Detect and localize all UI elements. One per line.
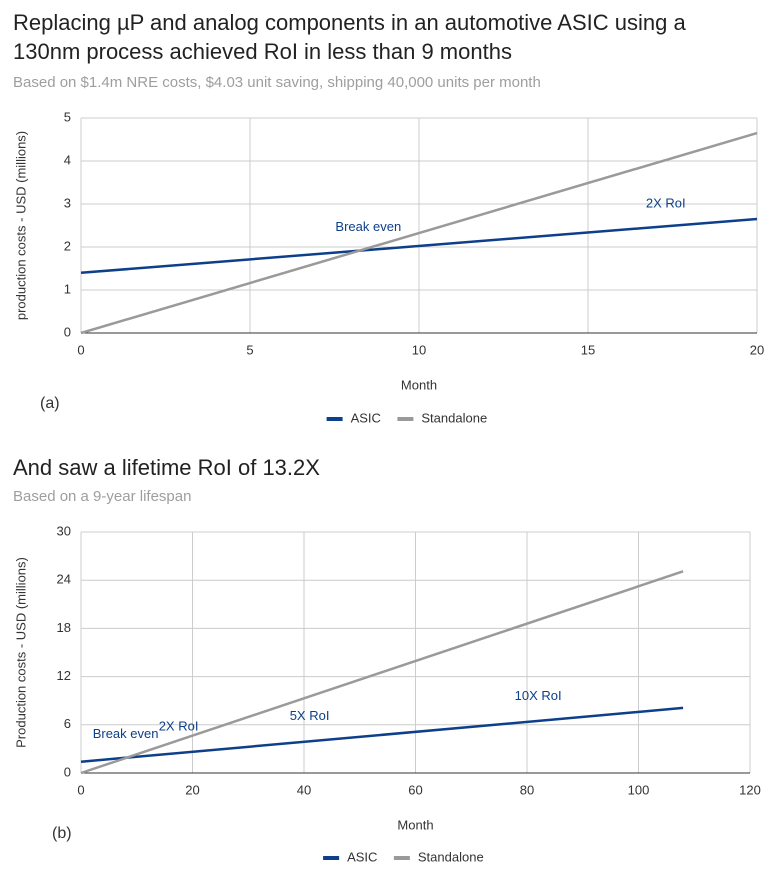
legend-label: ASIC bbox=[351, 410, 381, 425]
chart-title: Replacing µP and analog components in an… bbox=[13, 10, 686, 64]
x-tick-label: 0 bbox=[77, 342, 84, 357]
annotation: Break even bbox=[93, 726, 159, 741]
series-line bbox=[80, 706, 684, 763]
y-tick-label: 2 bbox=[64, 238, 71, 253]
y-tick-label: 6 bbox=[64, 716, 71, 731]
y-tick-label: 0 bbox=[64, 324, 71, 339]
annotation: 2X RoI bbox=[159, 719, 199, 734]
x-tick-label: 80 bbox=[520, 782, 534, 797]
x-axis-label: Month bbox=[397, 817, 433, 832]
y-tick-label: 5 bbox=[64, 109, 71, 124]
chart-subtitle: Based on a 9-year lifespan bbox=[13, 488, 192, 505]
x-tick-label: 0 bbox=[77, 782, 84, 797]
series-line bbox=[80, 570, 684, 775]
annotation: Break even bbox=[335, 219, 401, 234]
y-tick-label: 1 bbox=[64, 281, 71, 296]
y-axis-label: Production costs - USD (millions) bbox=[13, 557, 28, 748]
x-tick-label: 20 bbox=[185, 782, 199, 797]
legend-label: Standalone bbox=[421, 410, 487, 425]
y-axis-label: production costs - USD (millions) bbox=[13, 131, 28, 320]
x-tick-label: 10 bbox=[412, 342, 426, 357]
panel-label: (b) bbox=[52, 825, 72, 842]
x-axis-label: Month bbox=[401, 377, 437, 392]
y-tick-label: 12 bbox=[57, 668, 71, 683]
annotation: 10X RoI bbox=[515, 688, 562, 703]
legend-label: Standalone bbox=[418, 849, 484, 864]
x-tick-label: 15 bbox=[581, 342, 595, 357]
x-tick-label: 5 bbox=[246, 342, 253, 357]
panel-label: (a) bbox=[40, 395, 60, 412]
y-tick-label: 3 bbox=[64, 195, 71, 210]
chart-title: And saw a lifetime RoI of 13.2X bbox=[13, 455, 320, 480]
series-line bbox=[80, 217, 758, 275]
y-tick-label: 24 bbox=[57, 572, 71, 587]
chart-subtitle: Based on $1.4m NRE costs, $4.03 unit sav… bbox=[13, 74, 541, 91]
y-tick-label: 4 bbox=[64, 152, 71, 167]
legend-label: ASIC bbox=[347, 849, 377, 864]
x-tick-label: 20 bbox=[750, 342, 764, 357]
y-tick-label: 30 bbox=[57, 523, 71, 538]
x-tick-label: 120 bbox=[739, 782, 761, 797]
y-tick-label: 18 bbox=[57, 620, 71, 635]
x-tick-label: 40 bbox=[297, 782, 311, 797]
x-tick-label: 60 bbox=[408, 782, 422, 797]
series-line bbox=[80, 131, 758, 335]
annotation: 2X RoI bbox=[646, 195, 686, 210]
x-tick-label: 100 bbox=[628, 782, 650, 797]
y-tick-label: 0 bbox=[64, 764, 71, 779]
annotation: 5X RoI bbox=[290, 708, 330, 723]
